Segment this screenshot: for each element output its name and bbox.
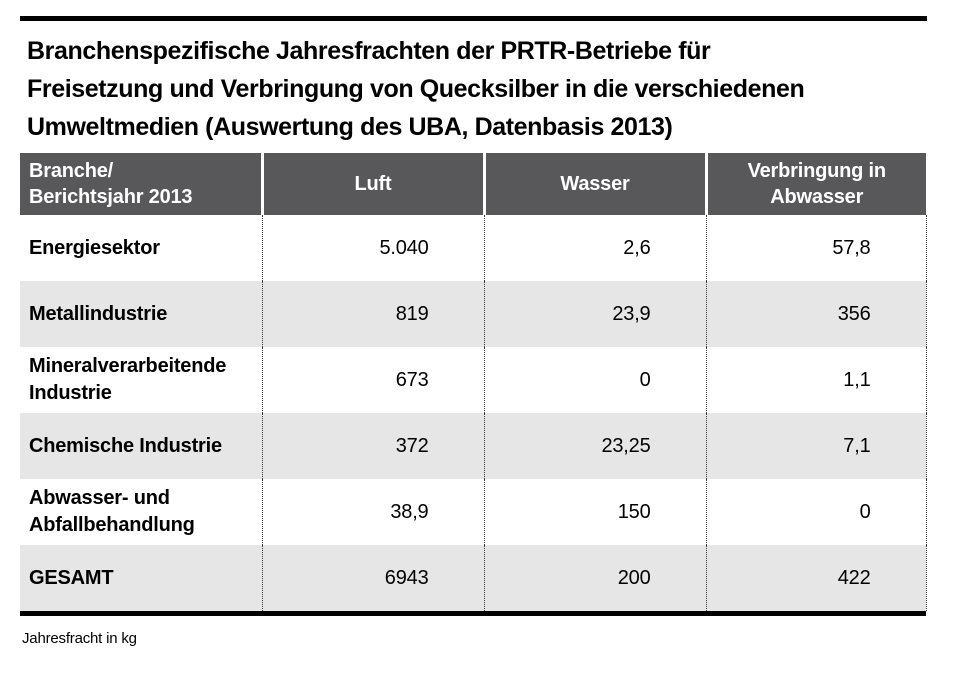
col-header-wasser: Wasser bbox=[482, 153, 706, 215]
unit-caption: Jahresfracht in kg bbox=[22, 630, 137, 647]
wasser-value: 23,25 bbox=[483, 413, 706, 479]
table-header-row: Branche/ Berichtsjahr 2013 Luft Wasser V… bbox=[20, 153, 926, 215]
verbringung-value: 57,8 bbox=[705, 215, 927, 281]
figure-title: Branchenspezifische Jahresfrachten der P… bbox=[27, 37, 805, 141]
luft-value: 6943 bbox=[261, 545, 484, 611]
prtr-table: Branche/ Berichtsjahr 2013 Luft Wasser V… bbox=[20, 153, 927, 611]
table-row: Abwasser- und Abfallbehandlung 38,9 150 … bbox=[20, 479, 927, 545]
bottom-rule bbox=[20, 611, 926, 616]
table-row: Chemische Industrie 372 23,25 7,1 bbox=[20, 413, 927, 479]
row-label: Mineralverarbeitende Industrie bbox=[29, 355, 227, 404]
wasser-value: 150 bbox=[483, 479, 706, 545]
wasser-value: 200 bbox=[483, 545, 706, 611]
verbringung-value: 1,1 bbox=[705, 347, 927, 413]
luft-value: 38,9 bbox=[261, 479, 484, 545]
verbringung-value: 7,1 bbox=[705, 413, 927, 479]
col-header-verbringung: Verbringung in Abwasser bbox=[704, 153, 926, 215]
wasser-value: 23,9 bbox=[483, 281, 706, 347]
verbringung-value: 0 bbox=[705, 479, 927, 545]
wasser-value: 0 bbox=[483, 347, 706, 413]
col-header-branche: Branche/ Berichtsjahr 2013 bbox=[20, 153, 262, 215]
table-row-total: GESAMT 6943 200 422 bbox=[20, 545, 927, 611]
top-rule bbox=[20, 16, 927, 21]
verbringung-value: 422 bbox=[705, 545, 927, 611]
table-row: Mineralverarbeitende Industrie 673 0 1,1 bbox=[20, 347, 927, 413]
col-header-luft: Luft bbox=[260, 153, 484, 215]
luft-value: 5.040 bbox=[261, 215, 484, 281]
luft-value: 372 bbox=[261, 413, 484, 479]
row-label: Energiesektor bbox=[29, 236, 160, 259]
verbringung-value: 356 bbox=[705, 281, 927, 347]
table-row: Energiesektor 5.040 2,6 57,8 bbox=[20, 215, 927, 281]
row-label-total: GESAMT bbox=[29, 566, 114, 589]
row-label: Metallindustrie bbox=[29, 302, 168, 325]
row-label: Chemische Industrie bbox=[29, 434, 222, 457]
table-row: Metallindustrie 819 23,9 356 bbox=[20, 281, 927, 347]
row-label: Abwasser- und Abfallbehandlung bbox=[29, 487, 195, 536]
wasser-value: 2,6 bbox=[483, 215, 706, 281]
luft-value: 819 bbox=[261, 281, 484, 347]
luft-value: 673 bbox=[261, 347, 484, 413]
